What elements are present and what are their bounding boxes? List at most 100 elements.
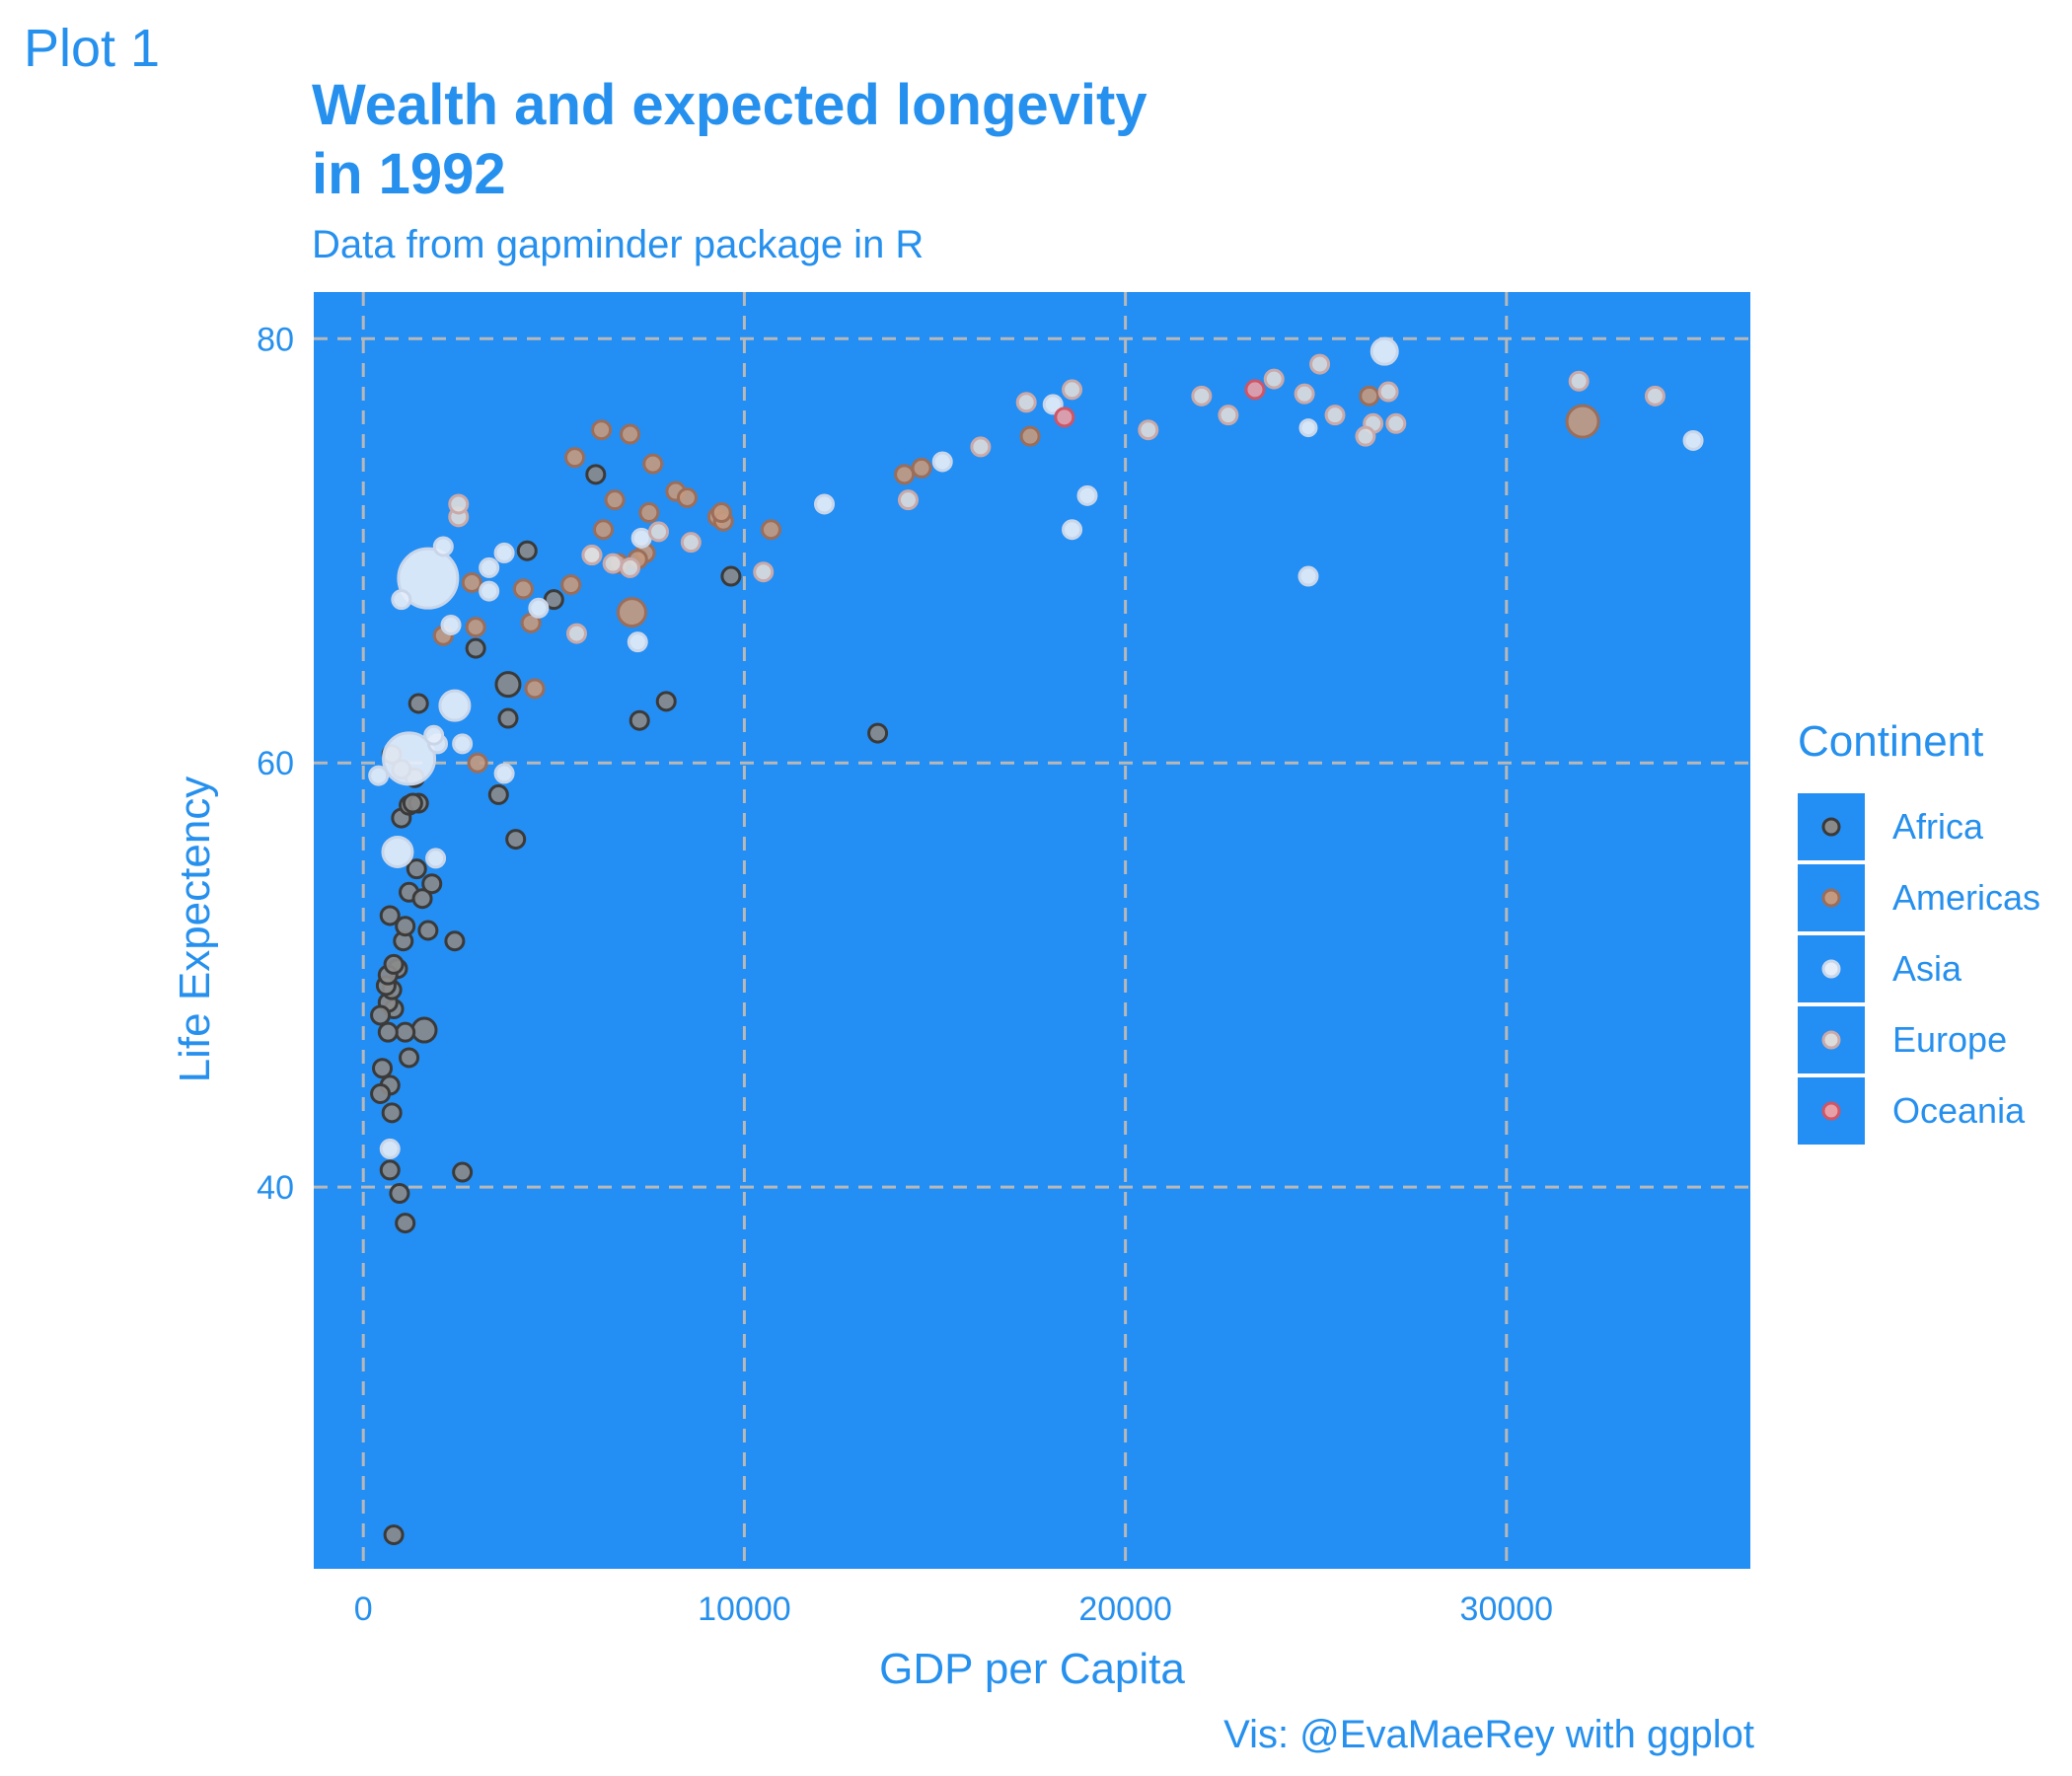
data-point-europe <box>581 545 603 566</box>
data-point-africa <box>395 1021 416 1043</box>
data-point-africa <box>421 873 443 895</box>
data-point-africa <box>720 565 742 587</box>
data-point-europe <box>1191 385 1213 407</box>
data-point-africa <box>444 930 466 952</box>
data-point-americas <box>1019 425 1041 447</box>
data-point-africa <box>395 1213 416 1234</box>
x-tick-label: 20000 <box>1078 1591 1172 1628</box>
data-point-americas <box>620 423 641 445</box>
data-point-africa <box>543 589 564 611</box>
data-point-africa <box>381 1102 403 1124</box>
data-point-asia <box>479 580 500 602</box>
data-point-europe <box>1138 419 1159 441</box>
data-point-africa <box>383 1524 405 1546</box>
data-point-asia <box>381 835 414 868</box>
data-point-americas <box>593 519 615 541</box>
data-point-europe <box>897 489 919 511</box>
data-point-americas <box>616 597 647 629</box>
x-axis-title: GDP per Capita <box>879 1645 1185 1693</box>
legend-label-oceania: Oceania <box>1892 1090 2026 1131</box>
data-point-asia <box>397 547 460 610</box>
chart-title-line: Wealth and expected longevity <box>312 73 1147 137</box>
legend-label-asia: Asia <box>1892 948 1962 989</box>
chart-title: Wealth and expected longevity in 1992 <box>312 71 1147 209</box>
data-point-asia <box>931 451 953 473</box>
data-point-europe <box>1309 353 1331 375</box>
data-point-asia <box>425 848 447 869</box>
data-point-asia <box>440 614 462 635</box>
data-point-americas <box>676 487 698 509</box>
data-point-asia <box>432 536 454 557</box>
data-point-americas <box>591 419 613 441</box>
y-tick-label: 60 <box>257 745 294 782</box>
data-point-europe <box>1263 368 1285 390</box>
chart-title-line: in 1992 <box>312 142 506 206</box>
data-point-africa <box>505 829 527 851</box>
data-point-asia <box>1298 418 1318 438</box>
data-point-asia <box>1042 394 1064 415</box>
data-point-asia <box>479 556 500 578</box>
y-tick-label: 40 <box>257 1169 294 1207</box>
x-tick-label: 30000 <box>1460 1591 1554 1628</box>
data-point-africa <box>402 792 423 814</box>
data-point-africa <box>411 888 433 910</box>
data-point-americas <box>461 571 482 593</box>
data-point-africa <box>410 1016 438 1044</box>
data-point-europe <box>1355 425 1376 447</box>
data-point-europe <box>1568 370 1590 392</box>
data-point-africa <box>497 707 519 729</box>
data-point-americas <box>894 464 916 485</box>
data-point-asia <box>493 542 515 563</box>
legend-marker-asia <box>1821 959 1841 979</box>
chart-subtitle: Data from gapminder package in R <box>312 223 925 266</box>
data-point-asia <box>493 763 515 784</box>
data-point-americas <box>564 447 586 469</box>
data-point-europe <box>1324 405 1346 426</box>
data-point-asia <box>438 689 472 722</box>
data-point-oceania <box>1054 407 1075 428</box>
data-point-asia <box>423 724 445 746</box>
data-points <box>368 336 1704 1546</box>
chart-caption: Vis: @EvaMaeRey with ggplot <box>1223 1713 1754 1756</box>
data-point-americas <box>524 678 546 700</box>
y-tick-label: 80 <box>257 321 294 358</box>
data-point-americas <box>710 502 732 524</box>
data-point-europe <box>1218 405 1239 426</box>
data-point-asia <box>382 731 437 786</box>
plot-panel <box>314 292 1750 1569</box>
data-point-europe <box>1385 412 1407 434</box>
plot-tag: Plot 1 <box>24 19 161 78</box>
data-point-africa <box>372 1058 394 1079</box>
data-point-europe <box>602 553 624 574</box>
x-tick-label: 10000 <box>698 1591 791 1628</box>
data-point-americas <box>465 617 486 638</box>
data-point-africa <box>516 540 538 561</box>
data-point-africa <box>407 693 429 714</box>
data-point-americas <box>1565 404 1600 439</box>
data-point-asia <box>528 597 550 619</box>
legend-marker-americas <box>1821 888 1841 908</box>
data-point-europe <box>970 436 992 458</box>
data-point-africa <box>867 722 889 744</box>
data-point-asia <box>1062 519 1083 541</box>
data-point-europe <box>1644 385 1665 407</box>
data-point-europe <box>648 521 670 543</box>
data-point-europe <box>680 532 702 554</box>
data-point-europe <box>1294 383 1315 405</box>
data-point-africa <box>452 1161 474 1183</box>
data-point-europe <box>1062 379 1083 401</box>
data-point-africa <box>655 691 677 712</box>
legend-marker-africa <box>1821 817 1841 837</box>
data-point-asia <box>1369 336 1399 366</box>
data-point-africa <box>494 671 522 699</box>
data-point-oceania <box>1244 379 1266 401</box>
data-point-africa <box>370 1083 392 1105</box>
legend-label-europe: Europe <box>1892 1019 2007 1060</box>
data-point-asia <box>1076 484 1098 506</box>
data-point-americas <box>467 752 488 774</box>
data-point-africa <box>417 920 439 941</box>
y-axis-title: Life Expectency <box>171 777 219 1083</box>
data-point-africa <box>370 1004 392 1026</box>
grid <box>314 292 1750 1569</box>
